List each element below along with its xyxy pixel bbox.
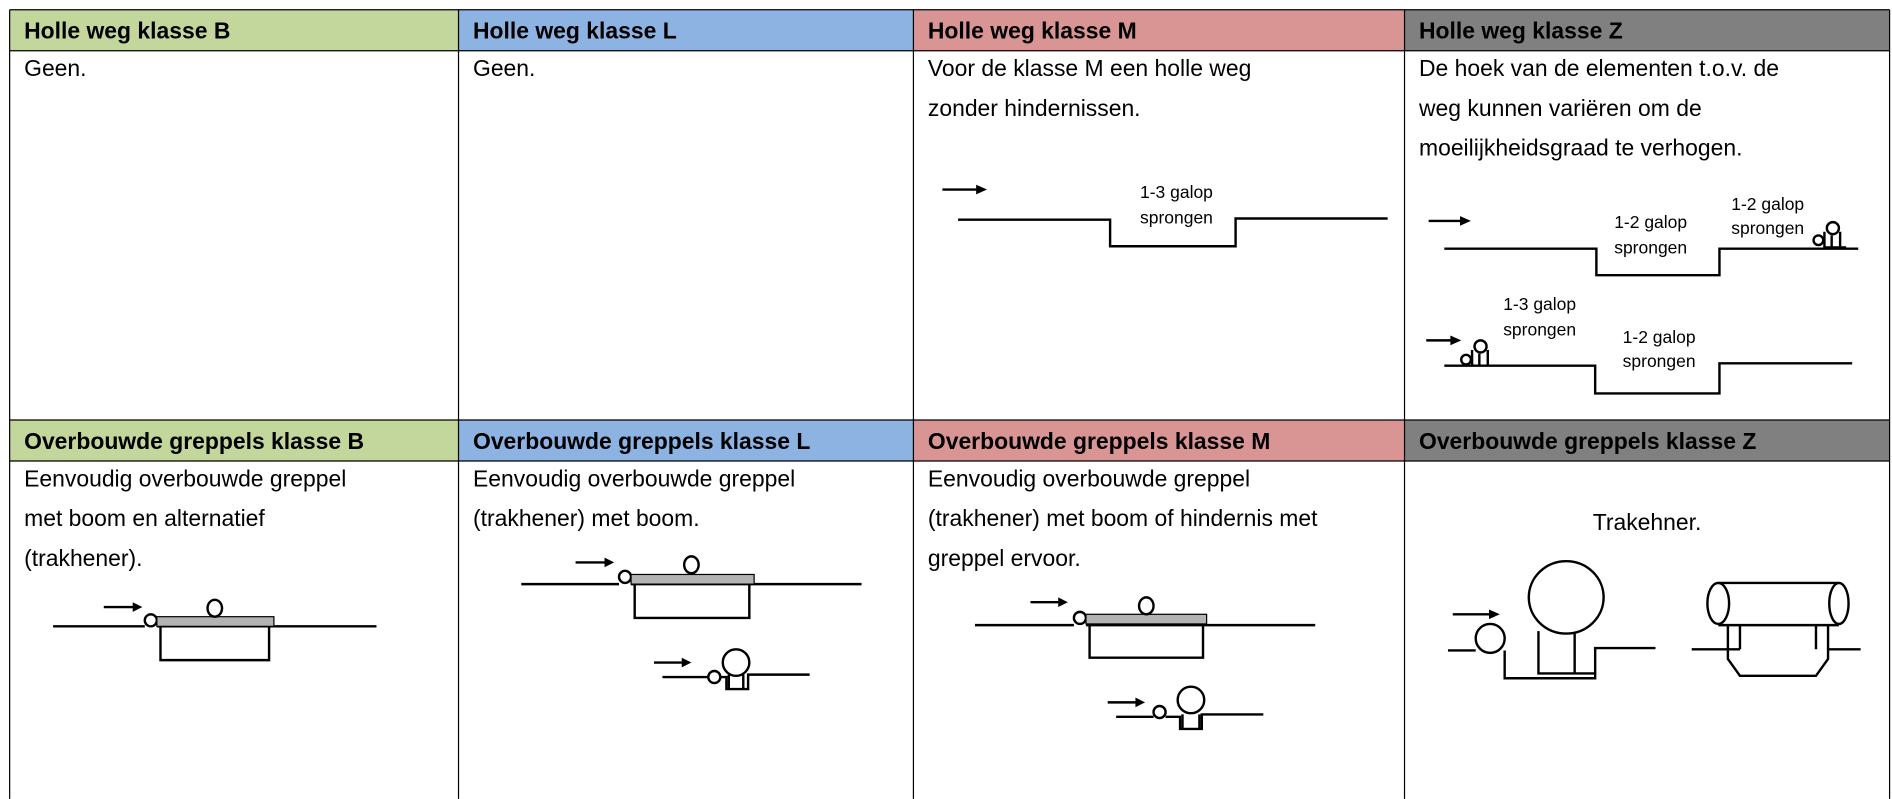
cell-text: moeilijkheidsgraad te verhogen. bbox=[1419, 135, 1742, 161]
diagram-holle-weg-z: 1-2 galop sprongen 1-2 galop sprongen 1-… bbox=[1426, 194, 1859, 395]
diagram-label: sprongen bbox=[1614, 237, 1687, 257]
cell-text: (trakhener). bbox=[24, 545, 142, 571]
header-cell bbox=[913, 420, 1405, 462]
track bbox=[958, 217, 1388, 248]
cell-text: (trakhener) met boom of hindernis met bbox=[928, 505, 1318, 531]
header-cell bbox=[9, 420, 459, 462]
header-text: Overbouwde greppels klasse Z bbox=[1419, 428, 1756, 454]
header-cell bbox=[9, 9, 459, 51]
cell-text: Eenvoudig overbouwde greppel bbox=[24, 465, 346, 491]
arrow-head bbox=[1450, 335, 1462, 346]
cell-text: weg kunnen variëren om de bbox=[1418, 95, 1702, 121]
cell-text: met boom en alternatief bbox=[24, 505, 265, 531]
cell-text: greppel ervoor. bbox=[928, 545, 1081, 571]
header-cell bbox=[1404, 420, 1890, 462]
header-text: Overbouwde greppels klasse B bbox=[24, 428, 364, 454]
diagram-label: sprongen bbox=[1503, 320, 1576, 340]
header-text: Holle weg klasse B bbox=[24, 18, 230, 44]
cell-text: Eenvoudig overbouwde greppel bbox=[473, 465, 795, 491]
jump-icon bbox=[1812, 220, 1847, 249]
diagram-label: 1-3 galop bbox=[1140, 182, 1213, 202]
header-text: Holle weg klasse Z bbox=[1419, 18, 1623, 44]
diagram-greppel-z bbox=[1447, 559, 1861, 680]
diagram-label: sprongen bbox=[1623, 351, 1696, 371]
diagram-label: 1-3 galop bbox=[1503, 294, 1576, 314]
diagram-label: 1-2 galop bbox=[1614, 212, 1687, 232]
cell-text: De hoek van de elementen t.o.v. de bbox=[1419, 55, 1779, 81]
cell-text: Geen. bbox=[473, 55, 535, 81]
header-text: Holle weg klasse L bbox=[473, 18, 677, 44]
table: Holle weg klasse B Holle weg klasse L Holl… bbox=[9, 9, 1891, 799]
diagram-greppel-b bbox=[53, 598, 377, 662]
diagram-greppel-l bbox=[521, 555, 862, 691]
track bbox=[1444, 362, 1853, 395]
diagram-label: sprongen bbox=[1140, 207, 1213, 227]
diagram-label: 1-2 galop bbox=[1731, 194, 1804, 214]
track bbox=[1444, 247, 1859, 277]
header-cell bbox=[1404, 9, 1890, 51]
cell-text: Trakehner. bbox=[1593, 509, 1702, 535]
header-text: Holle weg klasse M bbox=[928, 18, 1137, 44]
diagram-label: sprongen bbox=[1731, 218, 1804, 238]
header-text: Overbouwde greppels klasse L bbox=[473, 428, 810, 454]
cell-text: Eenvoudig overbouwde greppel bbox=[928, 465, 1250, 491]
header-cell bbox=[458, 420, 914, 462]
arrow-head bbox=[976, 184, 988, 195]
diagram-holle-weg-m: 1-3 galop sprongen bbox=[942, 182, 1388, 248]
header-text: Overbouwde greppels klasse M bbox=[928, 428, 1270, 454]
header-cell bbox=[913, 9, 1405, 51]
cell-text: Geen. bbox=[24, 55, 86, 81]
diagram-greppel-m bbox=[974, 596, 1316, 731]
cell-text: Voor de klasse M een holle weg bbox=[928, 55, 1251, 81]
cell-text: zonder hindernissen. bbox=[928, 95, 1141, 121]
header-cell bbox=[458, 9, 914, 51]
jump-icon bbox=[1460, 339, 1489, 366]
arrow-head bbox=[1460, 216, 1471, 226]
cell-text: (trakhener) met boom. bbox=[473, 505, 700, 531]
diagram-label: 1-2 galop bbox=[1623, 327, 1696, 347]
